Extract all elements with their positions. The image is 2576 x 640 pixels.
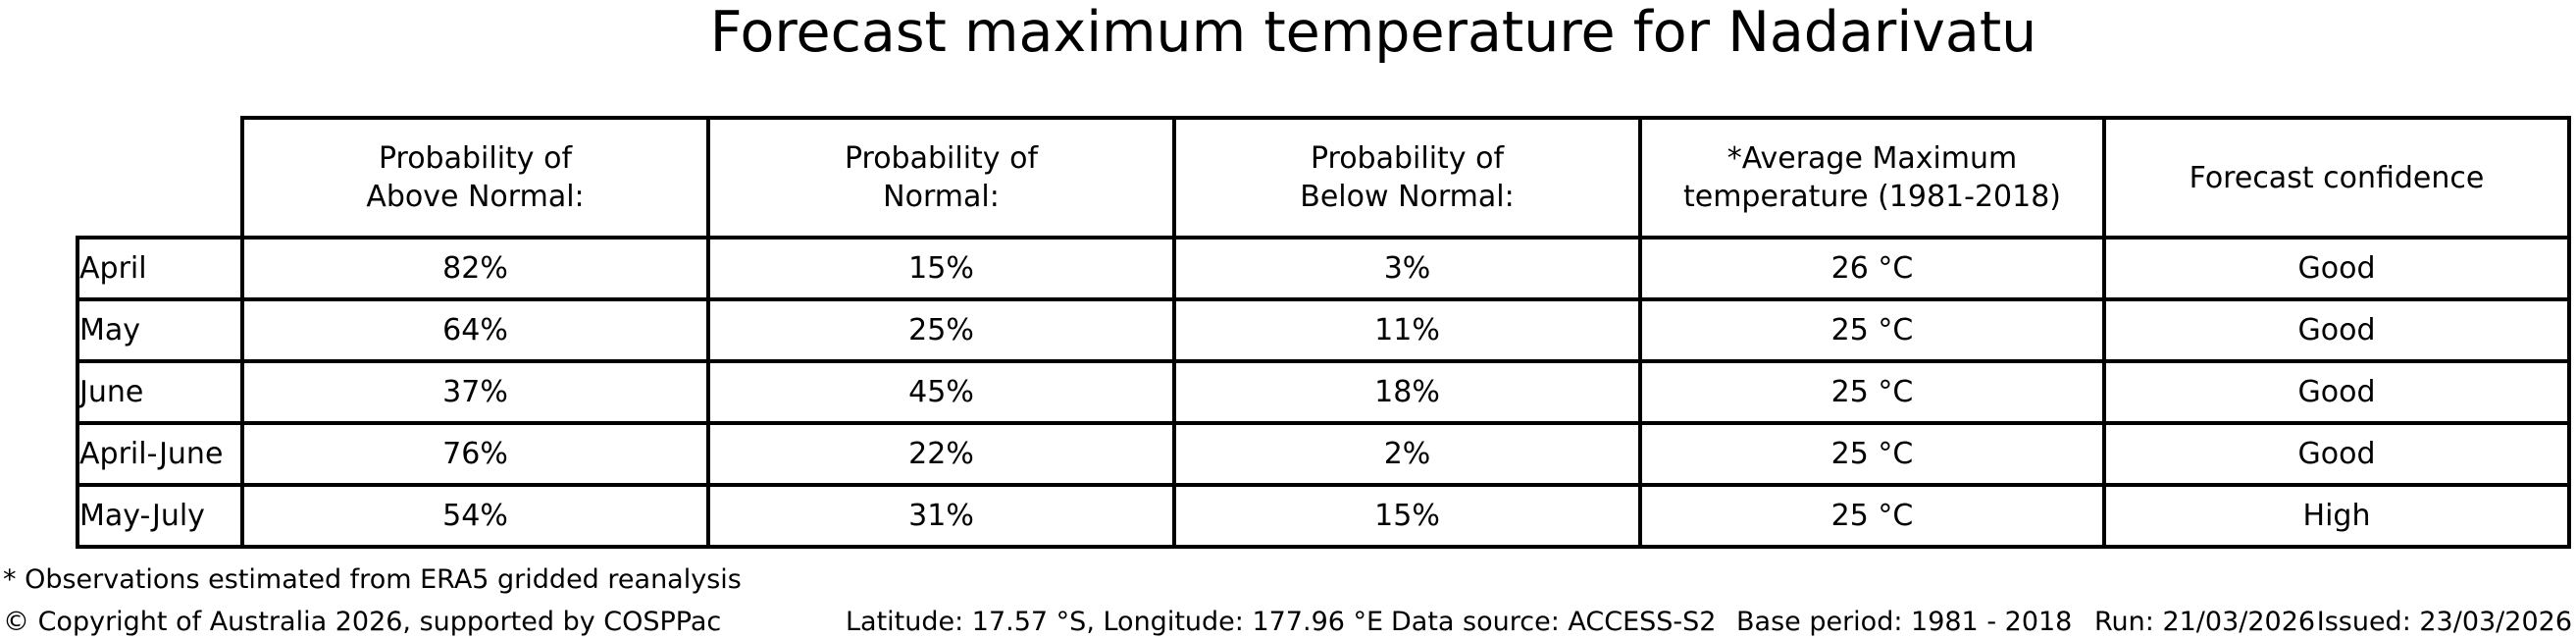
- above-normal-value: 54%: [240, 483, 710, 549]
- base-period-text: Base period: 1981 - 2018: [1736, 607, 2073, 637]
- row-label: May-July: [76, 483, 244, 549]
- confidence-value: Good: [2102, 236, 2571, 301]
- avg-max-temp-value: 25 °C: [1638, 483, 2106, 549]
- avg-max-temp-value: 25 °C: [1638, 297, 2106, 363]
- normal-value: 45%: [706, 359, 1176, 425]
- row-label: June: [76, 359, 244, 425]
- confidence-value: High: [2102, 483, 2571, 549]
- header-forecast-confidence: Forecast confidence: [2102, 116, 2571, 240]
- row-label: April: [76, 236, 244, 301]
- below-normal-value: 3%: [1172, 236, 1642, 301]
- normal-value: 15%: [706, 236, 1176, 301]
- page-title: Forecast maximum temperature for Nadariv…: [709, 0, 2037, 65]
- header-above-normal: Probability of Above Normal:: [240, 116, 710, 240]
- row-label: May: [76, 297, 244, 363]
- table-row-june: June 37% 45% 18% 25 °C Good: [76, 359, 2571, 425]
- confidence-value: Good: [2102, 359, 2571, 425]
- header-below-normal: Probability of Below Normal:: [1172, 116, 1642, 240]
- observations-footnote: * Observations estimated from ERA5 gridd…: [3, 564, 742, 595]
- table-row-april: April 82% 15% 3% 26 °C Good: [76, 236, 2571, 301]
- avg-max-temp-value: 25 °C: [1638, 421, 2106, 487]
- avg-max-temp-value: 25 °C: [1638, 359, 2106, 425]
- issued-date-text: Issued: 23/03/2026: [2316, 607, 2572, 637]
- table-header-row: Probability of Above Normal: Probability…: [77, 116, 2571, 240]
- confidence-value: Good: [2102, 297, 2571, 363]
- below-normal-value: 15%: [1172, 483, 1642, 549]
- data-source-text: Data source: ACCESS-S2: [1391, 607, 1717, 637]
- table-row-april-june: April-June 76% 22% 2% 25 °C Good: [76, 421, 2571, 487]
- row-label: April-June: [76, 421, 244, 487]
- run-date-text: Run: 21/03/2026: [2094, 607, 2316, 637]
- above-normal-value: 37%: [240, 359, 710, 425]
- normal-value: 31%: [706, 483, 1176, 549]
- copyright-text: © Copyright of Australia 2026, supported…: [3, 607, 722, 637]
- header-avg-max-temp: *Average Maximum temperature (1981-2018): [1638, 116, 2106, 240]
- table-row-may-july: May-July 54% 31% 15% 25 °C High: [76, 483, 2571, 549]
- avg-max-temp-value: 26 °C: [1638, 236, 2106, 301]
- header-normal: Probability of Normal:: [706, 116, 1176, 240]
- header-blank-cell: [77, 118, 242, 238]
- forecast-table: Probability of Above Normal: Probability…: [76, 116, 2571, 549]
- confidence-value: Good: [2102, 421, 2571, 487]
- above-normal-value: 82%: [240, 236, 710, 301]
- normal-value: 22%: [706, 421, 1176, 487]
- lat-long-text: Latitude: 17.57 °S, Longitude: 177.96 °E: [846, 607, 1384, 637]
- below-normal-value: 18%: [1172, 359, 1642, 425]
- below-normal-value: 2%: [1172, 421, 1642, 487]
- above-normal-value: 64%: [240, 297, 710, 363]
- normal-value: 25%: [706, 297, 1176, 363]
- above-normal-value: 76%: [240, 421, 710, 487]
- below-normal-value: 11%: [1172, 297, 1642, 363]
- table-row-may: May 64% 25% 11% 25 °C Good: [76, 297, 2571, 363]
